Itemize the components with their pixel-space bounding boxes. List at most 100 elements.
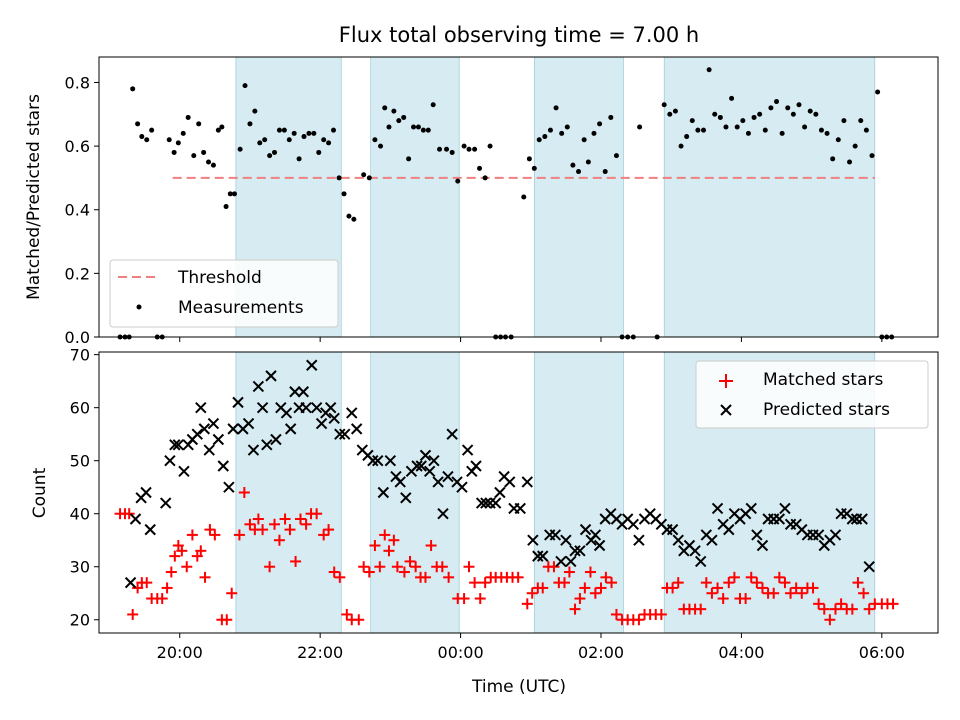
matched-star-point [712, 582, 724, 594]
measurement-point [286, 137, 292, 143]
predicted-star-point [306, 359, 318, 371]
bottom-y-tick-label-3: 50 [70, 452, 90, 471]
measurement-point [391, 108, 397, 114]
matched-star-point [717, 593, 729, 605]
measurement-point [281, 127, 287, 133]
matched-star-point [785, 587, 797, 599]
matched-star-point [824, 614, 836, 626]
measurement-point [321, 137, 327, 143]
measurement-point [232, 191, 238, 197]
measurement-point [835, 137, 841, 143]
measurement-point [215, 127, 221, 133]
bottom-observing-interval-1 [370, 351, 460, 634]
matched-star-point [199, 571, 211, 583]
legend-predicted-label: Predicted stars [763, 400, 890, 420]
matched-star-point [195, 545, 207, 557]
matched-star-point [829, 603, 841, 615]
measurement-point [341, 191, 347, 197]
predicted-star-point [706, 534, 718, 546]
measurement-point [130, 86, 136, 92]
measurement-point [526, 156, 532, 162]
predicted-star-point [394, 476, 406, 488]
predicted-star-point [324, 401, 337, 414]
matched-star-point [379, 529, 391, 541]
measurement-point [613, 153, 619, 159]
predicted-star-point [300, 401, 312, 414]
predicted-star-point [428, 454, 440, 467]
matched-star-point [436, 561, 448, 573]
matched-star-point [233, 529, 245, 541]
measurement-point [597, 121, 603, 127]
measurement-point [847, 159, 853, 165]
matched-star-point [706, 587, 718, 599]
predicted-star-point [315, 417, 328, 430]
matched-star-point [779, 577, 791, 589]
measurement-point [346, 213, 352, 219]
measurement-point [712, 111, 718, 117]
matched-star-point [458, 593, 470, 605]
measurement-point [210, 162, 216, 168]
measurement-point [581, 137, 587, 143]
predicted-star-point [415, 460, 427, 472]
predicted-star-point [569, 545, 581, 557]
predicted-star-point [217, 460, 229, 472]
matched-star-point [161, 582, 173, 594]
matched-star-point [852, 577, 864, 589]
predicted-star-point [261, 439, 273, 451]
measurement-point [135, 121, 141, 127]
top-y-tick-label-4: 0.8 [65, 73, 90, 92]
matched-star-point [548, 561, 560, 573]
predicted-star-point [419, 449, 432, 462]
predicted-star-point [527, 534, 539, 546]
predicted-star-point [191, 428, 203, 440]
measurement-point [807, 108, 813, 114]
bottom-observing-interval-0 [235, 351, 342, 634]
measurement-point [149, 127, 155, 133]
measurement-point [559, 130, 565, 136]
measurement-point [201, 149, 207, 155]
measurement-point [223, 204, 229, 210]
matched-star-point [579, 582, 591, 594]
legend-matched-swatch [719, 374, 733, 388]
matched-star-point [374, 561, 386, 573]
matched-star-point [300, 518, 312, 530]
predicted-star-point [672, 534, 684, 546]
matched-star-point [512, 571, 524, 583]
predicted-star-point [633, 534, 645, 546]
measurement-point [751, 114, 757, 120]
matched-star-point [443, 571, 455, 583]
matched-star-point [318, 529, 330, 541]
matched-star-point [156, 593, 168, 605]
matched-star-point [813, 598, 825, 610]
predicted-star-point [223, 481, 235, 493]
measurement-point [591, 130, 597, 136]
matched-star-point [165, 566, 177, 578]
measurement-point [326, 140, 332, 146]
measurement-point [336, 175, 342, 181]
predicted-star-point [456, 481, 468, 493]
predicted-star-point [846, 513, 859, 525]
predicted-star-point [745, 502, 757, 515]
measurement-point [175, 140, 181, 146]
x-tick-label-1: 22:00 [297, 643, 343, 662]
predicted-star-point [423, 465, 436, 477]
predicted-star-point [140, 486, 152, 499]
legend-threshold-label: Threshold [177, 268, 262, 288]
measurement-point [482, 175, 488, 181]
predicted-star-point [164, 454, 176, 467]
predicted-star-point [195, 401, 207, 414]
measurement-point [415, 124, 421, 130]
matched-star-point [358, 561, 370, 573]
predicted-star-point [367, 454, 379, 467]
measurement-point [316, 149, 322, 155]
matched-star-point [388, 534, 400, 546]
predicted-star-point [442, 470, 454, 483]
measurement-point [667, 111, 673, 117]
x-tick-label-5: 06:00 [859, 643, 905, 662]
measurement-point [227, 191, 233, 197]
top-y-tick-label-0: 0.0 [65, 328, 90, 347]
matched-star-point [695, 603, 707, 615]
matched-star-point [410, 561, 422, 573]
predicted-star-point [537, 550, 549, 562]
measurement-point [267, 153, 273, 159]
